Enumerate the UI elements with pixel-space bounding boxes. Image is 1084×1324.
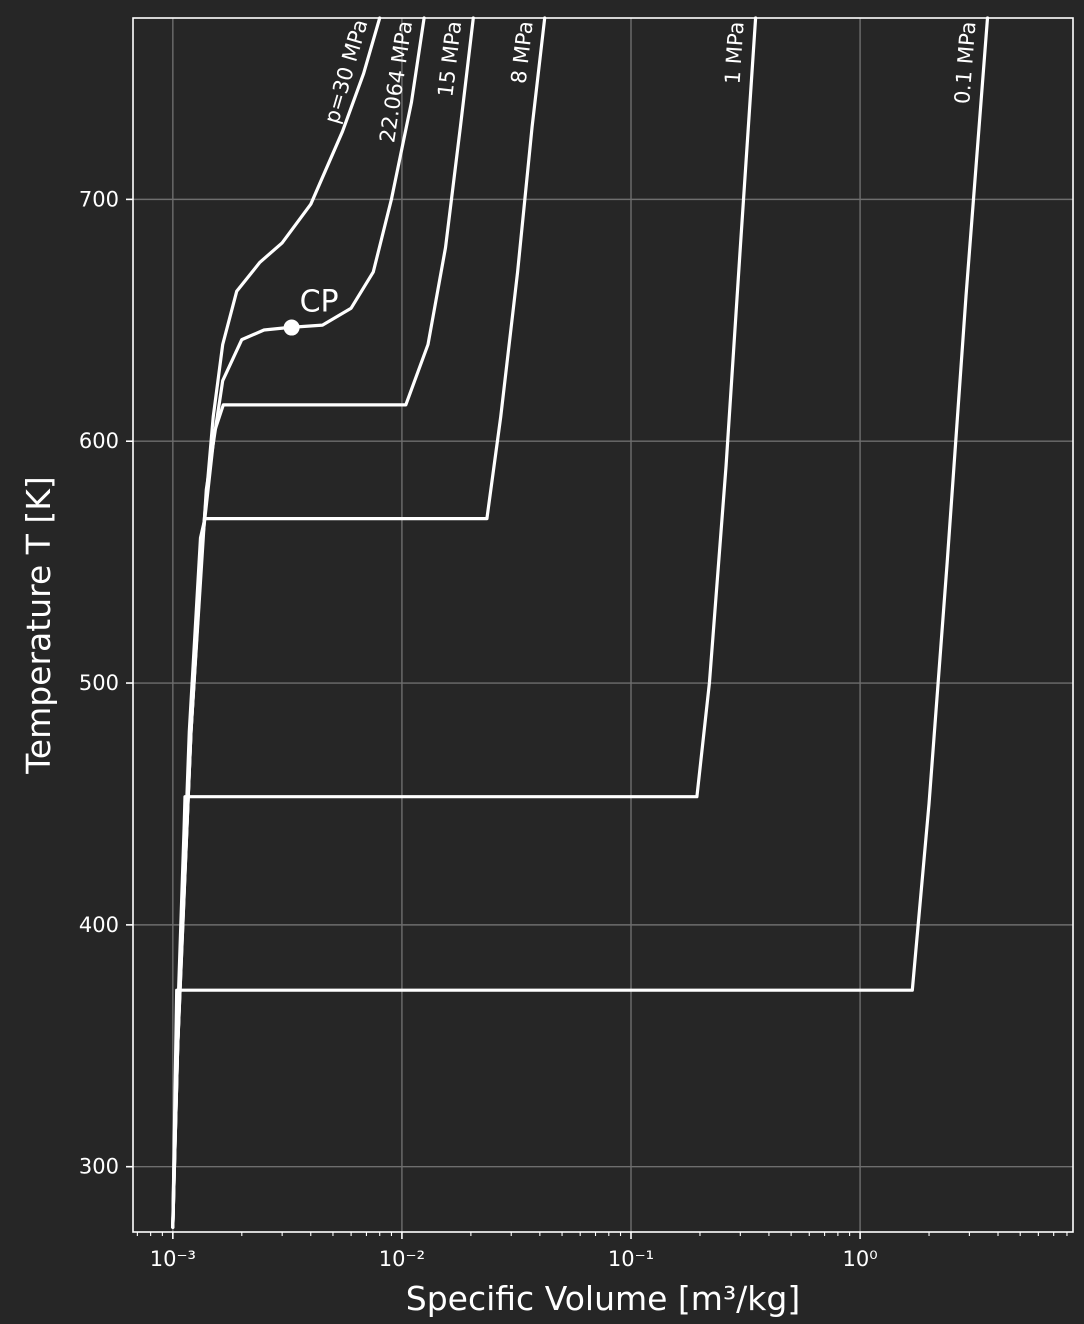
curves	[171, 16, 990, 1229]
x-tick-label: 10⁻²	[379, 1247, 425, 1271]
y-tick-label: 400	[79, 913, 119, 937]
y-axis-title: Temperature T [K]	[19, 476, 58, 775]
critical-point-label: CP	[300, 285, 339, 320]
x-tick-label: 10⁰	[843, 1247, 878, 1271]
isobar-label: 1 MPa	[720, 21, 748, 85]
critical-point-marker	[283, 319, 300, 336]
annotations: CP	[283, 285, 339, 336]
axis-ticks: 300 400 500 600 700 10⁻³ 10⁻² 10⁻¹ 10⁰	[79, 187, 1068, 1271]
x-tick-label: 10⁻³	[150, 1247, 196, 1271]
y-tick-label: 700	[79, 187, 119, 211]
y-tick-label: 600	[79, 429, 119, 453]
x-axis-title: Specific Volume [m³/kg]	[406, 1279, 800, 1318]
plot-frame	[132, 17, 1074, 1233]
grid-lines	[133, 18, 1073, 1232]
x-tick-label: 10⁻¹	[608, 1247, 654, 1271]
y-tick-label: 300	[79, 1155, 119, 1179]
y-tick-label: 500	[79, 671, 119, 695]
isobar-line	[171, 16, 990, 1229]
isobar-line	[171, 16, 758, 1229]
